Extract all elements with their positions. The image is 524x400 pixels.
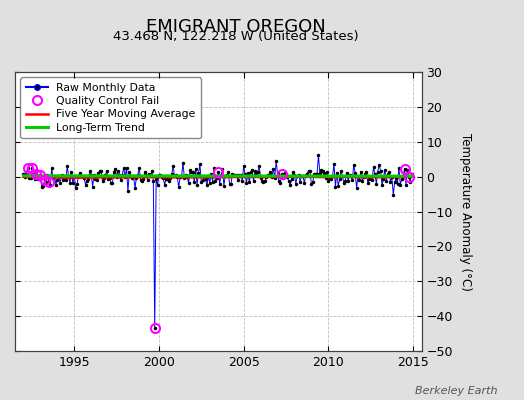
Text: EMIGRANT OREGON: EMIGRANT OREGON: [146, 18, 326, 36]
Text: 43.468 N, 122.218 W (United States): 43.468 N, 122.218 W (United States): [113, 30, 358, 43]
Legend: Raw Monthly Data, Quality Control Fail, Five Year Moving Average, Long-Term Tren: Raw Monthly Data, Quality Control Fail, …: [20, 78, 201, 138]
Text: Berkeley Earth: Berkeley Earth: [416, 386, 498, 396]
Y-axis label: Temperature Anomaly (°C): Temperature Anomaly (°C): [460, 133, 472, 290]
